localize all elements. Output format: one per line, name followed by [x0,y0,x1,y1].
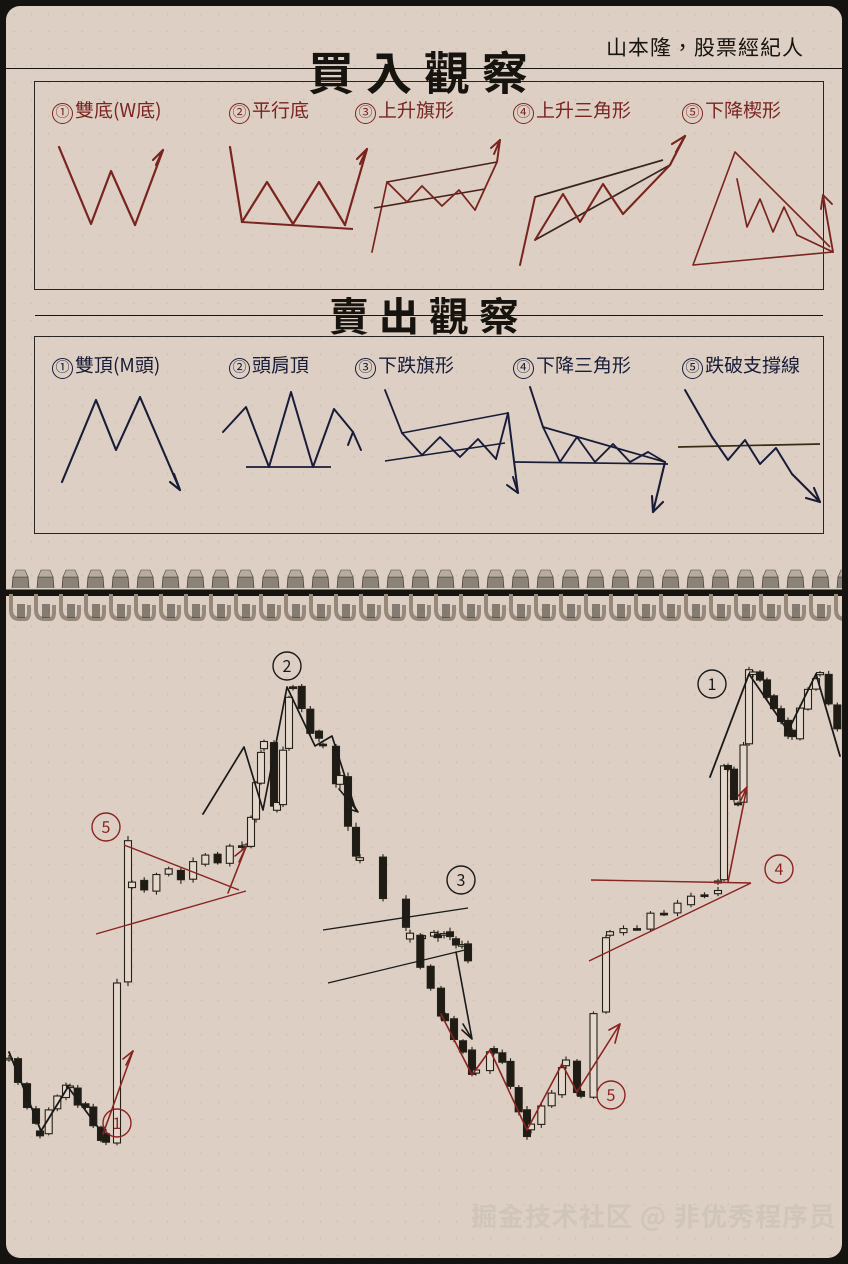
svg-text:3: 3 [457,867,466,891]
svg-text:5: 5 [607,1082,616,1106]
svg-text:1: 1 [708,671,717,695]
svg-text:5: 5 [102,814,111,838]
svg-text:2: 2 [283,653,292,677]
svg-text:1: 1 [113,1110,122,1134]
svg-text:4: 4 [775,856,784,880]
